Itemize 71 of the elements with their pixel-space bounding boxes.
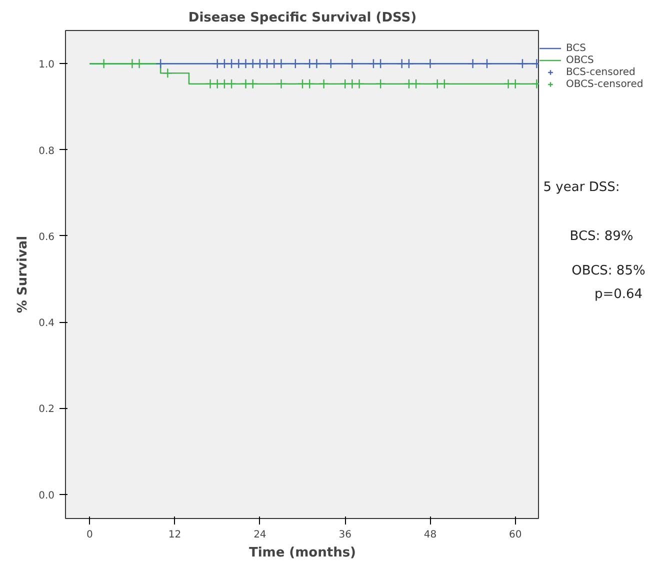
y-tick-label: 0.2	[38, 404, 55, 416]
point	[432, 78, 442, 90]
point	[347, 78, 358, 90]
legend-label: BCS	[566, 42, 586, 54]
x-tick-label: 12	[168, 530, 182, 540]
point	[276, 58, 286, 69]
point	[240, 58, 251, 69]
point	[375, 58, 386, 69]
y-axis-title: % Survival	[16, 236, 31, 314]
point	[510, 78, 520, 90]
point	[226, 78, 237, 90]
point	[404, 58, 414, 69]
x-tick-label: 48	[424, 530, 437, 540]
point	[212, 58, 222, 69]
point	[439, 78, 450, 90]
point	[254, 58, 266, 69]
point	[396, 58, 407, 69]
point	[312, 58, 322, 69]
point	[517, 58, 528, 69]
point	[404, 78, 414, 90]
point	[155, 58, 166, 69]
x-tick-label: 24	[254, 530, 266, 540]
point	[290, 58, 301, 69]
point	[248, 78, 258, 90]
point	[410, 78, 422, 90]
y-tick-label: 0.6	[38, 232, 55, 243]
point	[318, 78, 329, 90]
legend-label: BCS-censored	[566, 66, 636, 78]
point	[226, 58, 237, 69]
point	[354, 78, 364, 90]
point	[162, 68, 173, 78]
point	[98, 58, 109, 69]
x-tick-label: 60	[509, 530, 522, 540]
y-tick-label: 0.4	[38, 318, 55, 330]
point	[368, 58, 379, 69]
point	[219, 78, 230, 90]
x-tick-label: 36	[338, 530, 352, 540]
point	[212, 78, 222, 90]
point	[127, 58, 138, 69]
point	[503, 78, 514, 90]
point	[234, 58, 244, 69]
point	[262, 58, 272, 69]
point	[482, 58, 492, 69]
point	[248, 58, 258, 69]
legend-label: OBCS-censored	[566, 78, 644, 90]
y-tick-label: 0.8	[38, 146, 55, 157]
legend-label: OBCS	[566, 54, 594, 66]
point	[269, 58, 280, 69]
x-tick-label: 0	[86, 530, 93, 540]
text: p=0.64	[594, 286, 643, 302]
y-tick-label: 0.0	[38, 490, 55, 502]
chart-title: Disease Specific Survival (DSS)	[188, 10, 417, 26]
point	[205, 78, 216, 90]
point	[219, 58, 230, 69]
text: 5 year DSS:	[543, 180, 620, 196]
text: OBCS: 85%	[572, 264, 646, 279]
text: BCS: 89%	[570, 229, 634, 244]
point	[375, 78, 386, 90]
x-axis-title: Time (months)	[248, 546, 356, 560]
point	[425, 58, 436, 69]
point	[134, 58, 144, 69]
point	[326, 58, 336, 69]
point	[297, 78, 308, 90]
point	[276, 78, 286, 90]
point	[240, 78, 251, 90]
point	[347, 58, 358, 69]
point	[304, 58, 315, 69]
point	[340, 78, 350, 90]
y-tick-label: 1.0	[38, 60, 55, 71]
point	[304, 78, 315, 90]
point	[468, 58, 478, 69]
